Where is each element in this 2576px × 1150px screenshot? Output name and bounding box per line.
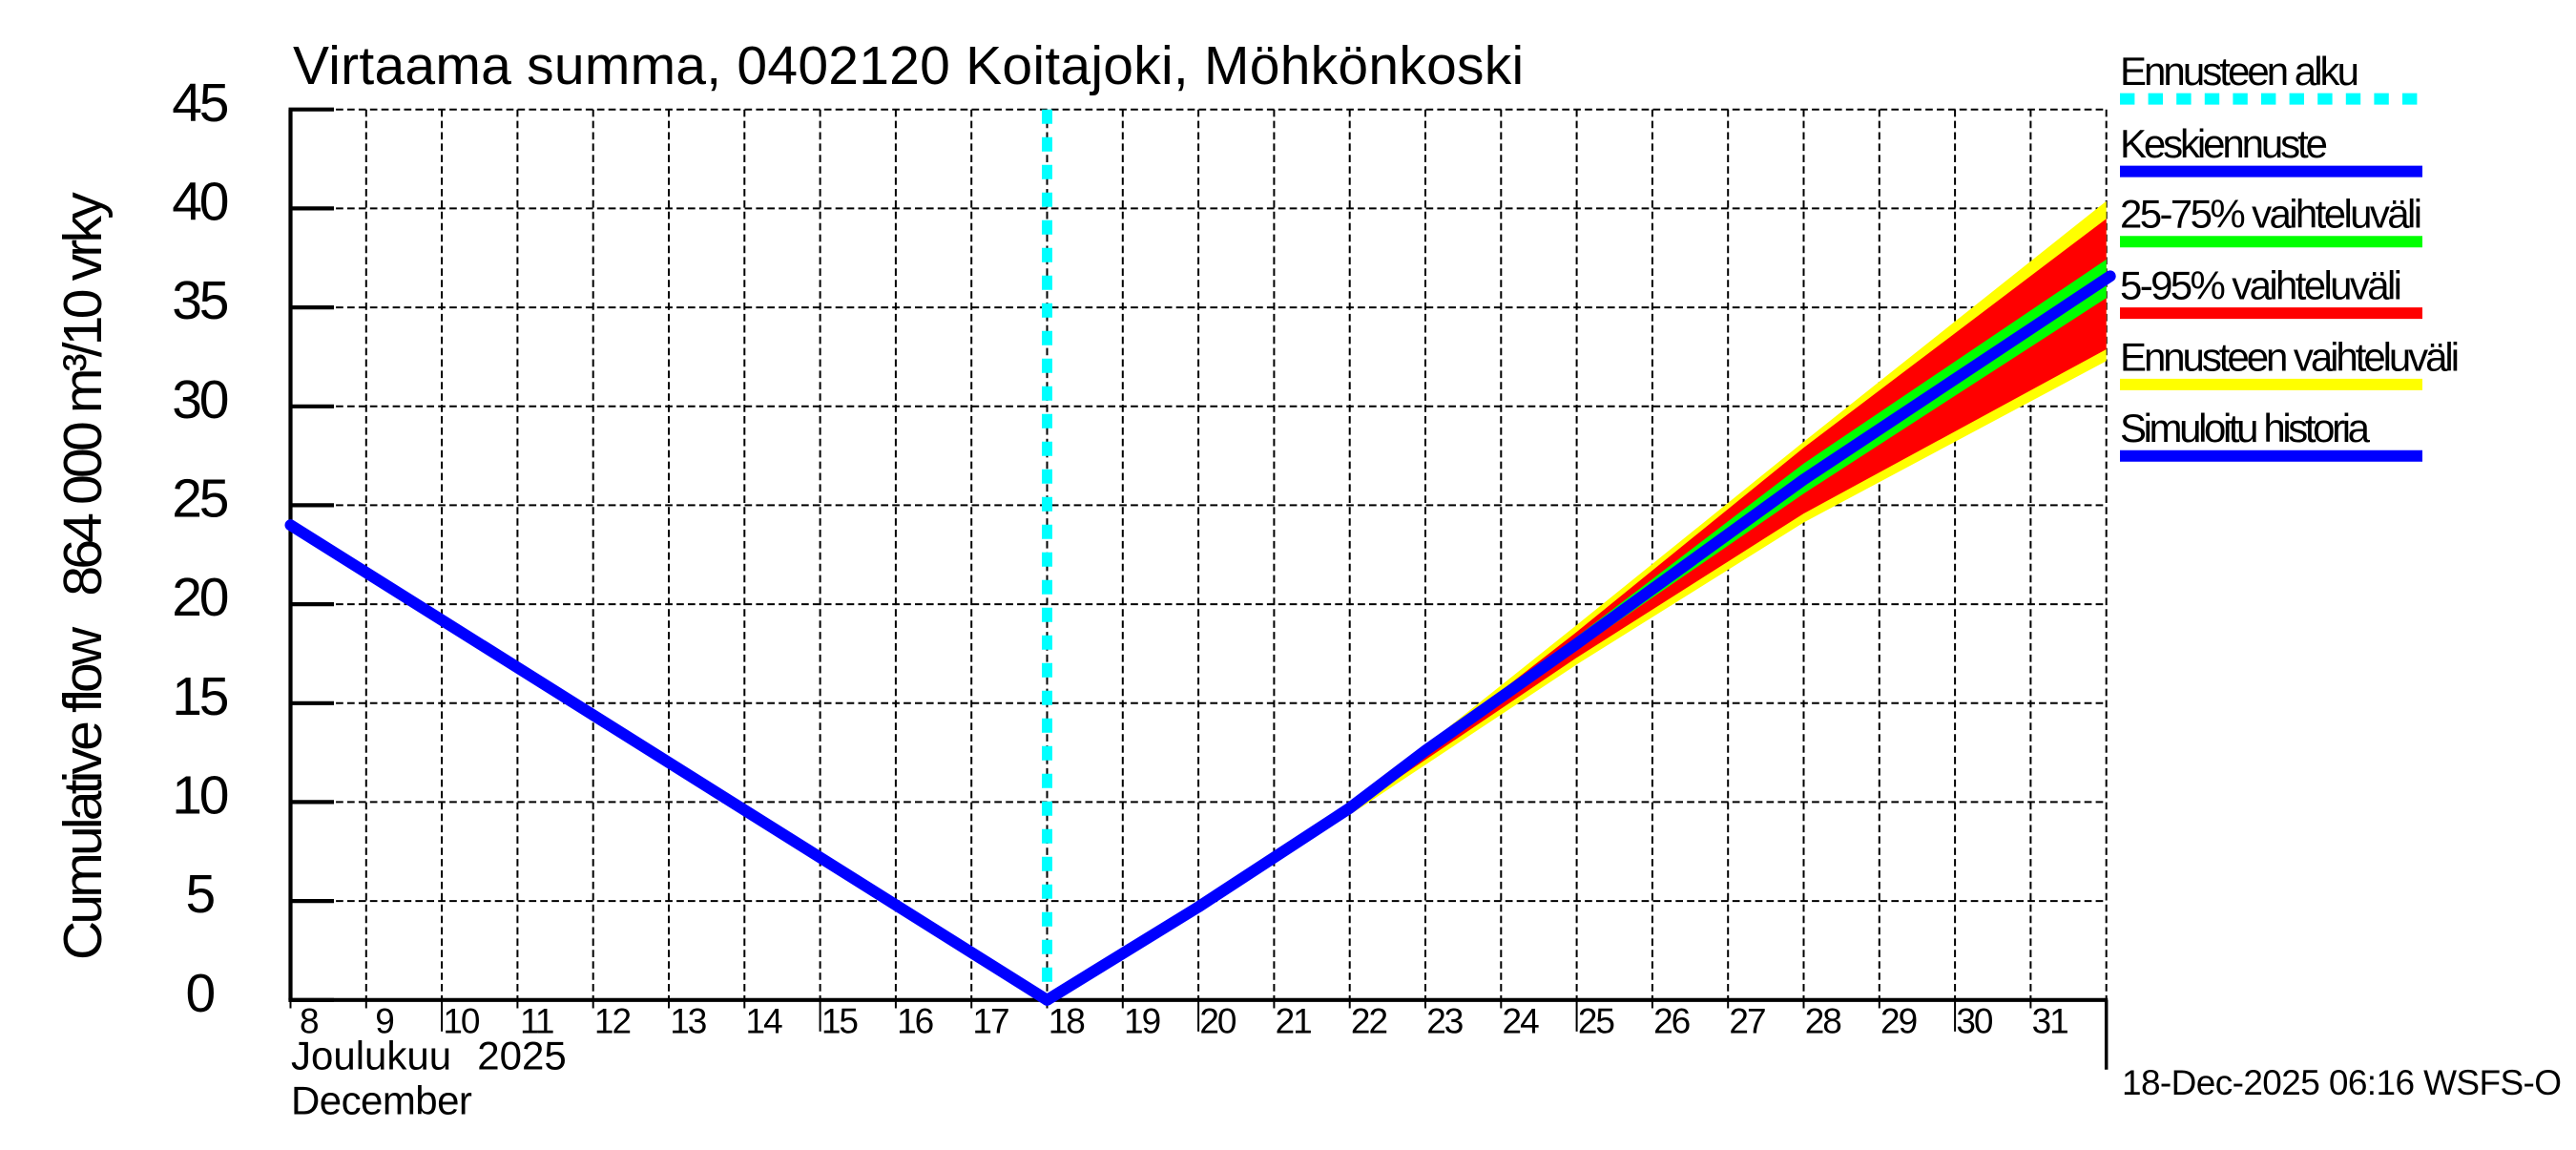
- svg-text:40: 40: [172, 172, 228, 233]
- svg-text:13: 13: [670, 1002, 706, 1041]
- svg-text:19: 19: [1124, 1002, 1160, 1041]
- svg-text:12: 12: [594, 1002, 631, 1041]
- svg-text:Ennusteen vaihteluväli: Ennusteen vaihteluväli: [2120, 334, 2458, 379]
- svg-text:Cumulative flow 864 000 m³/1: Cumulative flow 864 000 m³/10 vrky: [52, 192, 114, 960]
- svg-text:Simuloitu historia: Simuloitu historia: [2120, 406, 2371, 450]
- svg-text:9: 9: [375, 1002, 395, 1041]
- svg-text:5-95% vaihteluväli: 5-95% vaihteluväli: [2120, 263, 2400, 308]
- svg-text:23: 23: [1426, 1002, 1463, 1041]
- svg-text:15: 15: [172, 666, 228, 727]
- svg-text:17: 17: [972, 1002, 1008, 1041]
- svg-text:15: 15: [821, 1002, 859, 1041]
- svg-text:26: 26: [1653, 1002, 1690, 1041]
- svg-text:5: 5: [186, 864, 215, 925]
- svg-text:11: 11: [520, 1002, 553, 1041]
- svg-text:31: 31: [2032, 1002, 2068, 1041]
- svg-text:20: 20: [172, 567, 228, 628]
- svg-text:18: 18: [1049, 1002, 1085, 1041]
- svg-text:8: 8: [300, 1002, 320, 1041]
- svg-text:45: 45: [172, 73, 228, 134]
- svg-text:28: 28: [1805, 1002, 1841, 1041]
- svg-text:Ennusteen alku: Ennusteen alku: [2120, 49, 2358, 94]
- svg-text:10: 10: [172, 765, 228, 826]
- svg-text:Virtaama summa, 0402120 Koitaj: Virtaama summa, 0402120 Koitajoki, Möhkö…: [293, 35, 1524, 96]
- svg-text:30: 30: [172, 369, 228, 430]
- svg-text:2025: 2025: [477, 1034, 566, 1078]
- svg-text:10: 10: [443, 1002, 480, 1041]
- svg-text:29: 29: [1880, 1002, 1917, 1041]
- svg-text:16: 16: [897, 1002, 933, 1041]
- svg-text:0: 0: [186, 963, 215, 1024]
- svg-text:14: 14: [746, 1002, 783, 1041]
- svg-text:21: 21: [1276, 1002, 1312, 1041]
- svg-text:24: 24: [1503, 1002, 1540, 1041]
- svg-text:December: December: [291, 1077, 472, 1122]
- svg-text:18-Dec-2025 06:16 WSFS-O: 18-Dec-2025 06:16 WSFS-O: [2122, 1063, 2561, 1102]
- svg-text:25: 25: [172, 469, 228, 530]
- svg-text:Joulukuu: Joulukuu: [291, 1034, 451, 1078]
- svg-text:30: 30: [1956, 1002, 1993, 1041]
- svg-text:Keskiennuste: Keskiennuste: [2120, 121, 2327, 166]
- svg-text:20: 20: [1199, 1002, 1236, 1041]
- svg-text:35: 35: [172, 270, 228, 331]
- svg-text:27: 27: [1729, 1002, 1765, 1041]
- svg-text:25: 25: [1578, 1002, 1615, 1041]
- svg-text:22: 22: [1351, 1002, 1387, 1041]
- svg-text:25-75% vaihteluväli: 25-75% vaihteluväli: [2120, 192, 2420, 237]
